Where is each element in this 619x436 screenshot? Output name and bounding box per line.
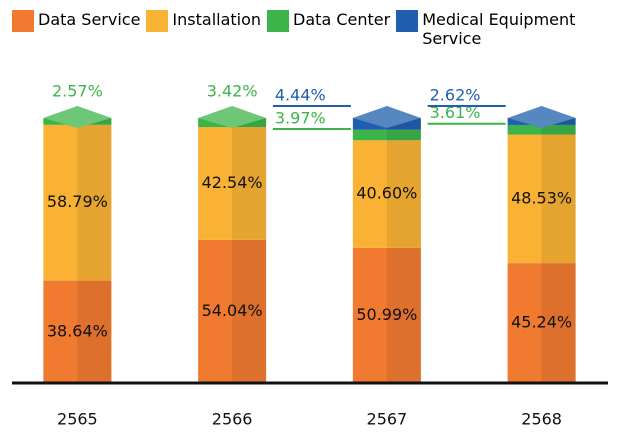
legend-label: Installation: [172, 10, 262, 29]
bar-shade: [541, 124, 576, 135]
legend-swatch: [396, 10, 419, 32]
data-label: 3.42%: [207, 82, 258, 101]
data-label: 50.99%: [356, 305, 417, 324]
bar-cap-light: [198, 106, 267, 128]
data-label: 42.54%: [202, 173, 263, 192]
legend-swatch: [12, 10, 34, 32]
data-label: 40.60%: [356, 184, 417, 203]
data-label: 48.53%: [511, 188, 572, 207]
bar-shade: [386, 247, 421, 383]
bar-shade: [386, 129, 421, 141]
x-tick-label: 2567: [367, 410, 408, 429]
bar-cap-light: [43, 106, 112, 128]
legend-swatch: [267, 10, 290, 32]
legend-item: Data Service: [12, 10, 140, 32]
bar-segment: [352, 140, 421, 248]
data-label: 45.24%: [511, 313, 572, 332]
bar-shade: [541, 263, 576, 383]
data-label: 3.61%: [430, 103, 481, 122]
legend: Data Service Installation Data Center Medic…: [12, 10, 612, 48]
data-label: 58.79%: [47, 192, 108, 211]
bar-cap: [198, 106, 267, 128]
bar-shade: [77, 124, 112, 281]
bar-segment: [198, 127, 267, 240]
x-tick-label: 2566: [212, 410, 253, 429]
bar-shade: [232, 239, 267, 383]
x-tick-label: 2565: [57, 410, 98, 429]
data-label: 2.62%: [430, 86, 481, 105]
bar-segment: [43, 124, 112, 281]
bar-cap: [507, 106, 576, 128]
bar-cap-light: [507, 106, 576, 128]
legend-item: Data Center: [267, 10, 390, 32]
data-label: 4.44%: [275, 86, 326, 105]
bar-shade: [386, 140, 421, 248]
bar-cap: [352, 106, 421, 128]
data-label: 3.97%: [275, 109, 326, 128]
bar-segment: [507, 124, 576, 135]
bar-segment: [352, 129, 421, 141]
bar-shade: [77, 280, 112, 383]
bar-segment: [507, 134, 576, 264]
data-label: 2.57%: [52, 82, 103, 101]
data-label: 54.04%: [202, 301, 263, 320]
legend-label: Data Center: [293, 10, 391, 29]
bar-segment: [43, 280, 112, 383]
data-label: 38.64%: [47, 321, 108, 340]
bar-shade: [541, 134, 576, 264]
bar-segment: [507, 263, 576, 383]
bar-segment: [352, 247, 421, 383]
bar-shade: [386, 118, 421, 130]
legend-swatch: [146, 10, 169, 32]
legend-item: Medical Equipment Service: [396, 10, 582, 48]
bar-cap-light: [352, 106, 421, 128]
legend-label: Medical Equipment Service: [422, 10, 576, 48]
legend-label: Data Service: [38, 10, 141, 29]
bar-shade: [232, 127, 267, 240]
bar-segment: [198, 239, 267, 383]
legend-item: Installation: [146, 10, 261, 32]
bar-cap: [43, 106, 112, 128]
x-tick-label: 2568: [521, 410, 562, 429]
